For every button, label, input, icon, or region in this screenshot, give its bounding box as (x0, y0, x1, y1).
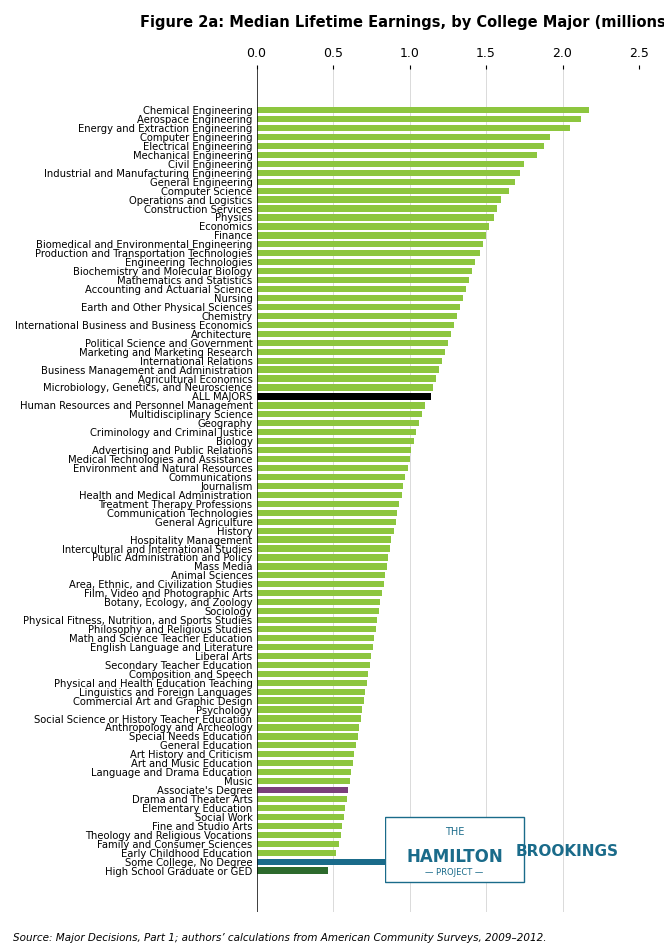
Bar (256, 500, 399, 507)
Bar (256, 197, 501, 202)
Bar (256, 348, 445, 355)
Bar (256, 733, 357, 740)
FancyBboxPatch shape (385, 817, 524, 882)
Bar (256, 608, 379, 614)
Bar (256, 464, 408, 471)
Bar (256, 179, 515, 184)
Bar (256, 814, 344, 820)
Bar (256, 707, 362, 712)
Bar (256, 223, 489, 230)
Bar (256, 151, 537, 158)
Bar (256, 581, 384, 587)
Bar (256, 635, 374, 641)
Bar (256, 644, 373, 650)
Bar (256, 241, 483, 248)
Bar (256, 259, 475, 266)
Bar (256, 116, 581, 122)
Bar (256, 107, 588, 114)
Bar (256, 743, 356, 748)
Bar (256, 518, 396, 525)
Bar (256, 832, 341, 838)
Bar (256, 617, 377, 623)
Text: HAMILTON: HAMILTON (406, 848, 503, 866)
Bar (256, 823, 342, 829)
Bar (256, 528, 394, 534)
Bar (256, 492, 402, 498)
Bar (256, 725, 359, 730)
Text: BROOKINGS: BROOKINGS (515, 844, 618, 859)
Bar (256, 715, 361, 722)
Bar (256, 402, 425, 409)
Text: THE: THE (445, 827, 464, 837)
Bar (256, 331, 451, 337)
Bar (256, 841, 339, 847)
Bar (256, 751, 355, 758)
Bar (256, 394, 431, 399)
Bar (256, 233, 486, 238)
Bar (256, 322, 454, 328)
Bar (256, 761, 353, 766)
Bar (256, 653, 371, 659)
Bar (256, 376, 436, 381)
Bar (256, 563, 386, 569)
Text: — PROJECT —: — PROJECT — (426, 868, 483, 877)
Text: Source: Major Decisions, Part 1; authors’ calculations from American Community S: Source: Major Decisions, Part 1; authors… (13, 934, 546, 943)
Bar (256, 125, 570, 131)
Bar (256, 778, 350, 784)
Bar (256, 429, 416, 435)
Bar (256, 456, 410, 463)
Bar (256, 438, 414, 445)
Bar (256, 133, 550, 140)
Bar (256, 572, 385, 579)
Bar (256, 867, 329, 874)
Bar (256, 474, 405, 480)
Bar (256, 661, 370, 668)
Title: Figure 2a: Median Lifetime Earnings, by College Major (millions of dollars): Figure 2a: Median Lifetime Earnings, by … (140, 15, 664, 30)
Bar (256, 366, 439, 373)
Bar (256, 205, 497, 212)
Bar (256, 250, 480, 256)
Bar (256, 384, 432, 391)
Bar (256, 796, 347, 802)
Bar (256, 689, 365, 694)
Bar (256, 787, 349, 794)
Bar (256, 412, 422, 417)
Bar (256, 510, 397, 516)
Bar (256, 805, 345, 811)
Bar (256, 358, 442, 364)
Bar (256, 268, 472, 274)
Bar (256, 554, 388, 561)
Bar (256, 590, 382, 596)
Bar (256, 850, 336, 856)
Bar (256, 859, 391, 865)
Bar (256, 536, 391, 543)
Bar (256, 169, 520, 176)
Bar (256, 161, 525, 166)
Bar (256, 769, 351, 776)
Bar (256, 482, 404, 489)
Bar (256, 187, 509, 194)
Bar (256, 277, 469, 283)
Bar (256, 215, 494, 220)
Bar (256, 286, 466, 292)
Bar (256, 697, 364, 704)
Bar (256, 143, 544, 149)
Bar (256, 340, 448, 346)
Bar (256, 546, 390, 552)
Bar (256, 679, 367, 686)
Bar (256, 671, 369, 677)
Bar (256, 313, 457, 319)
Bar (256, 295, 463, 301)
Bar (256, 626, 376, 632)
Bar (256, 304, 460, 310)
Bar (256, 599, 380, 605)
Bar (256, 420, 419, 427)
Bar (256, 447, 411, 453)
